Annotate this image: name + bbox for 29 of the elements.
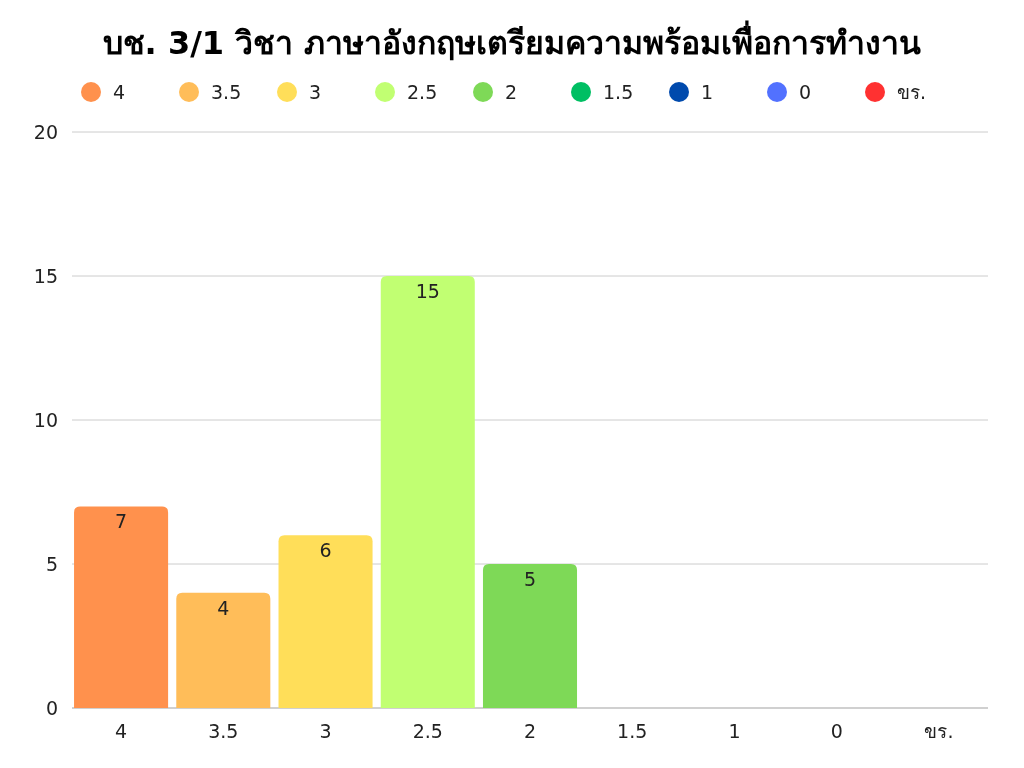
x-tick-label: 2.5 xyxy=(412,720,443,742)
data-label: 4 xyxy=(217,596,230,619)
x-tick-label: 0 xyxy=(830,720,843,742)
x-tick-label: 1 xyxy=(728,720,741,742)
data-label: 5 xyxy=(523,568,537,590)
data-label: 15 xyxy=(415,280,440,302)
legend-label: ขร. xyxy=(897,81,927,103)
x-tick-label: 2 xyxy=(523,720,537,742)
x-tick-label: 4 xyxy=(115,720,128,742)
y-tick-label: 0 xyxy=(45,697,58,719)
chart-title: บช. 3/1 วิชา ภาษาอังกฤษเตรียมความพร้อมเพื่อการทำงาน xyxy=(102,20,922,62)
data-label: 7 xyxy=(115,510,128,533)
legend-label: 2.5 xyxy=(407,81,438,103)
legend-label: 0 xyxy=(799,81,812,103)
x-tick-label: ขร. xyxy=(924,720,954,742)
legend-label: 1 xyxy=(701,81,714,103)
x-tick-label: 3.5 xyxy=(208,720,239,742)
data-label: 6 xyxy=(319,539,332,562)
legend-label: 3.5 xyxy=(211,81,242,103)
legend-label: 2 xyxy=(505,81,518,103)
x-tick-label: 3 xyxy=(319,720,332,742)
x-tick-label: 1.5 xyxy=(617,720,648,742)
legend-label: 1.5 xyxy=(603,81,634,103)
legend-label: 4 xyxy=(113,81,126,103)
y-tick-label: 5 xyxy=(45,553,58,575)
y-tick-label: 15 xyxy=(33,265,58,287)
y-tick-label: 10 xyxy=(33,409,58,431)
legend-label: 3 xyxy=(309,81,322,103)
y-tick-label: 20 xyxy=(33,121,58,143)
